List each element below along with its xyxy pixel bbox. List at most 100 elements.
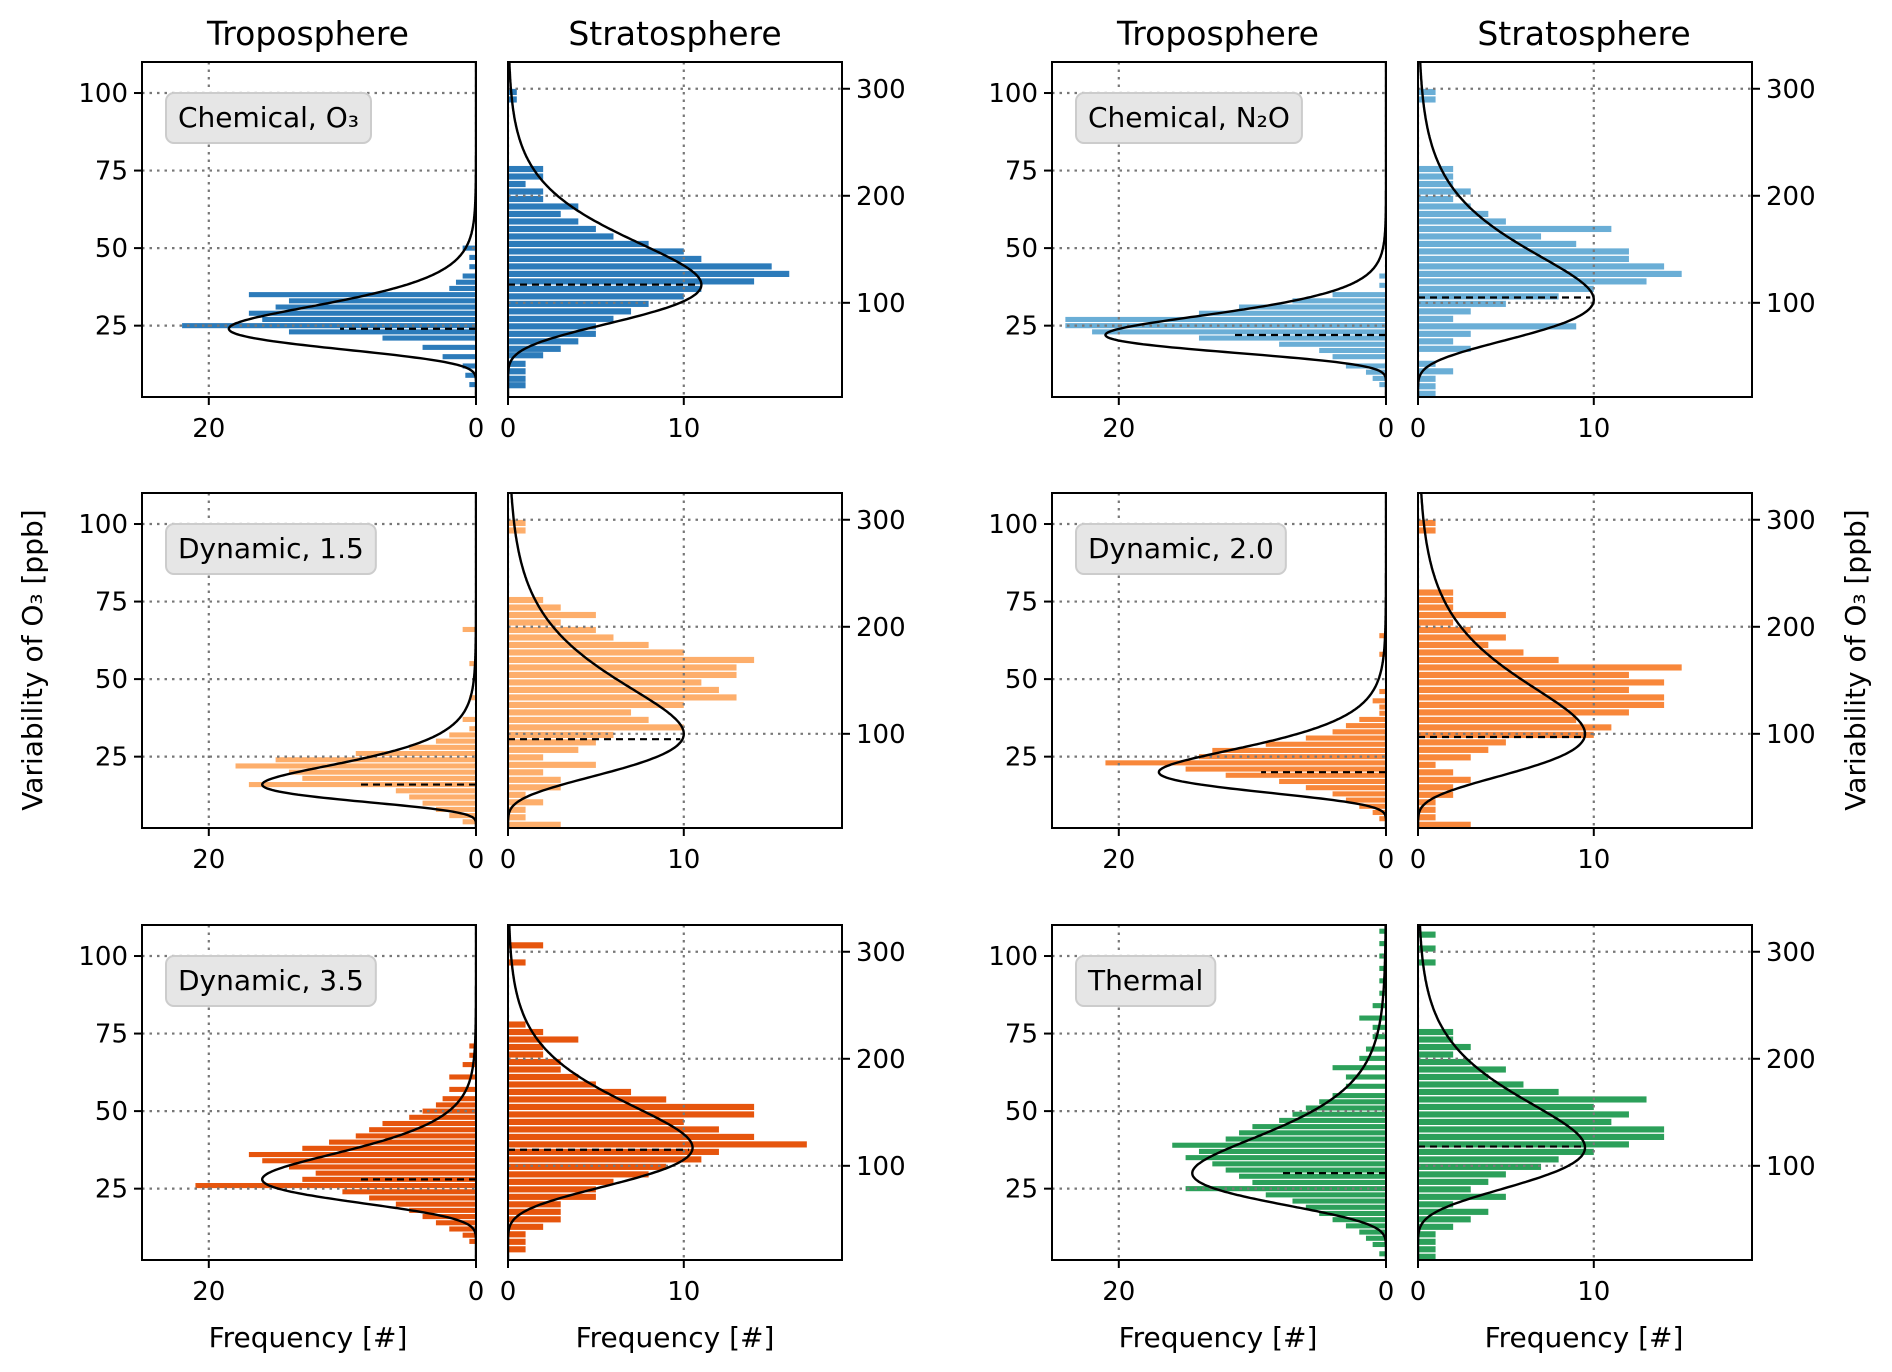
- panel-2-stratosphere-ytick-label: 300: [856, 506, 906, 536]
- panel-5-stratosphere-bar: [1418, 931, 1436, 938]
- panel-2-stratosphere-bar: [508, 596, 544, 604]
- panel-3-troposphere-bar: [1265, 741, 1386, 747]
- panel-5-troposphere-bar: [1292, 1111, 1386, 1117]
- panel-0-troposphere-xtick-label: 20: [192, 414, 225, 444]
- panel-4-troposphere-bar: [288, 1164, 476, 1170]
- panel-5-stratosphere-bar: [1418, 1081, 1524, 1088]
- x-axis-label-strat-right: Frequency [#]: [1485, 1321, 1684, 1354]
- panel-4-stratosphere-bar: [508, 1133, 755, 1140]
- panel-3-stratosphere: 100 200 300 0 10: [1410, 492, 1816, 875]
- column-title-stratosphere-left: Stratosphere: [568, 14, 781, 53]
- panel-3-troposphere-bar: [1225, 772, 1386, 778]
- panel-1-stratosphere-ytick-label: 300: [1766, 75, 1816, 105]
- panel-1-stratosphere-ytick-label: 100: [1766, 289, 1816, 319]
- panel-3-stratosphere-bar: [1418, 724, 1612, 731]
- panel-3-stratosphere-ytick-label: 300: [1766, 506, 1816, 536]
- panel-4-stratosphere-bar: [508, 1163, 667, 1170]
- panel-3-stratosphere-bar: [1418, 686, 1629, 694]
- panel-4-troposphere-bar: [355, 1133, 476, 1139]
- panel-5-stratosphere-bar: [1418, 1036, 1454, 1043]
- panel-2-stratosphere-bar: [508, 527, 526, 534]
- panel-5-troposphere-bar: [1359, 1015, 1386, 1021]
- panel-1-troposphere-frame: [1051, 61, 1387, 398]
- panel-3-stratosphere-bar: [1418, 754, 1471, 761]
- panel-1-troposphere-ytick-label: 50: [1005, 234, 1038, 264]
- panel-0-troposphere-ytick-label: 75: [95, 157, 128, 187]
- panel-5-troposphere-bar: [1239, 1130, 1386, 1136]
- panel-4-troposphere-bar: [409, 1207, 476, 1213]
- panel-0-stratosphere-bar: [508, 345, 561, 352]
- panel-5-troposphere-bar: [1225, 1136, 1386, 1142]
- panel-1-stratosphere-bar: [1418, 180, 1454, 188]
- panel-3-stratosphere-frame: [1417, 492, 1753, 829]
- panel-3-stratosphere-bar: [1418, 814, 1436, 821]
- panel-5-troposphere-bar: [1252, 1179, 1386, 1185]
- panel-2-stratosphere-bar: [508, 649, 684, 656]
- panel-5-stratosphere-bar: [1418, 1043, 1471, 1051]
- panel-0-stratosphere-bar: [508, 360, 526, 367]
- panel-2-stratosphere-bar: [508, 671, 737, 679]
- panel-1-stratosphere-bar: [1418, 233, 1542, 240]
- panel-5-stratosphere-bar: [1418, 1193, 1506, 1200]
- panel-2-stratosphere-bar: [508, 776, 561, 783]
- panel-2-troposphere-bar: [409, 794, 476, 800]
- panel-5-troposphere-bar: [1359, 1229, 1386, 1235]
- panel-3-stratosphere-bar: [1418, 626, 1471, 634]
- panel-2-stratosphere-bar: [508, 791, 526, 798]
- panel-1-stratosphere-bar: [1418, 218, 1506, 225]
- panel-2-troposphere-bar: [462, 716, 476, 722]
- panel-5-troposphere-ytick-label: 50: [1005, 1097, 1038, 1127]
- panel-5-troposphere-ytick-label: 100: [988, 942, 1038, 972]
- panel-5-troposphere-bar: [1379, 965, 1386, 971]
- panel-5-stratosphere-bar: [1418, 1126, 1665, 1133]
- panel-4-stratosphere-bar: [508, 1021, 526, 1028]
- panel-3-troposphere-plot-area: [1052, 493, 1386, 828]
- panel-5-stratosphere-bar: [1418, 1208, 1489, 1215]
- panel-5-troposphere-bar: [1172, 1142, 1386, 1148]
- panel-1-stratosphere-fit-curve: [1418, 62, 1596, 397]
- panel-5-stratosphere-bar: [1418, 1088, 1559, 1096]
- panel-4-troposphere-ytick-label: 50: [95, 1097, 128, 1127]
- panel-3-stratosphere-bar: [1418, 821, 1471, 828]
- panel-1-stratosphere-bar: [1418, 293, 1559, 300]
- panel-3-troposphere-xtick-label: 0: [1378, 845, 1395, 875]
- panel-5-stratosphere-bar: [1418, 1051, 1454, 1058]
- panel-5-troposphere-bar: [1345, 1223, 1386, 1229]
- panel-1-troposphere-bar: [1092, 329, 1386, 335]
- panel-2-stratosphere-ytick-label: 200: [856, 613, 906, 643]
- panel-5-label-badge: Thermal: [1075, 955, 1217, 1007]
- panel-5-troposphere-bar: [1305, 1204, 1386, 1210]
- panel-0-stratosphere-bar: [508, 308, 632, 315]
- panel-3-stratosphere-bar: [1418, 791, 1454, 798]
- panel-5-troposphere-bar: [1279, 1117, 1386, 1123]
- panel-5-stratosphere-bar: [1418, 1096, 1647, 1103]
- panel-4-stratosphere-bar: [508, 1148, 719, 1155]
- panel-2-troposphere-bar: [235, 763, 476, 769]
- panel-5-troposphere-bar: [1198, 1148, 1386, 1154]
- panel-2-troposphere-bar: [469, 726, 476, 732]
- panel-2-stratosphere-bar: [508, 716, 649, 723]
- panel-3-stratosphere-bar: [1418, 694, 1665, 701]
- panel-1-troposphere-ytick-label: 100: [988, 79, 1038, 109]
- panel-5-stratosphere-bar: [1418, 1148, 1594, 1155]
- panel-0-stratosphere-bar: [508, 285, 702, 292]
- panel-1-stratosphere-bar: [1418, 255, 1629, 263]
- panel-3-troposphere-bar: [1379, 710, 1386, 716]
- panel-2-stratosphere-frame: [507, 492, 843, 829]
- panel-2-stratosphere-bar: [508, 604, 561, 611]
- panel-3-stratosphere-bar: [1418, 589, 1454, 596]
- panel-1-stratosphere-plot-area: [1418, 62, 1752, 397]
- panel-3-troposphere-bar: [1372, 698, 1386, 704]
- panel-3-troposphere-bar: [1305, 735, 1386, 741]
- panel-5-stratosphere-bar: [1418, 1141, 1629, 1148]
- panel-5-stratosphere-bar: [1418, 1111, 1629, 1118]
- panel-0-stratosphere-ytick-label: 100: [856, 289, 906, 319]
- panel-2-stratosphere-fit-curve: [508, 493, 686, 828]
- panel-4-troposphere-bar: [449, 1074, 476, 1080]
- panel-0-troposphere-frame: [141, 61, 477, 398]
- panel-5-label-badge-text: Thermal: [1087, 964, 1203, 997]
- panel-4-troposphere-bar: [329, 1139, 476, 1145]
- panel-2-stratosphere-bar: [508, 799, 544, 806]
- panel-0-label-badge-text: Chemical, O₃: [178, 101, 359, 134]
- panel-1-stratosphere-xtick-label: 10: [1577, 414, 1610, 444]
